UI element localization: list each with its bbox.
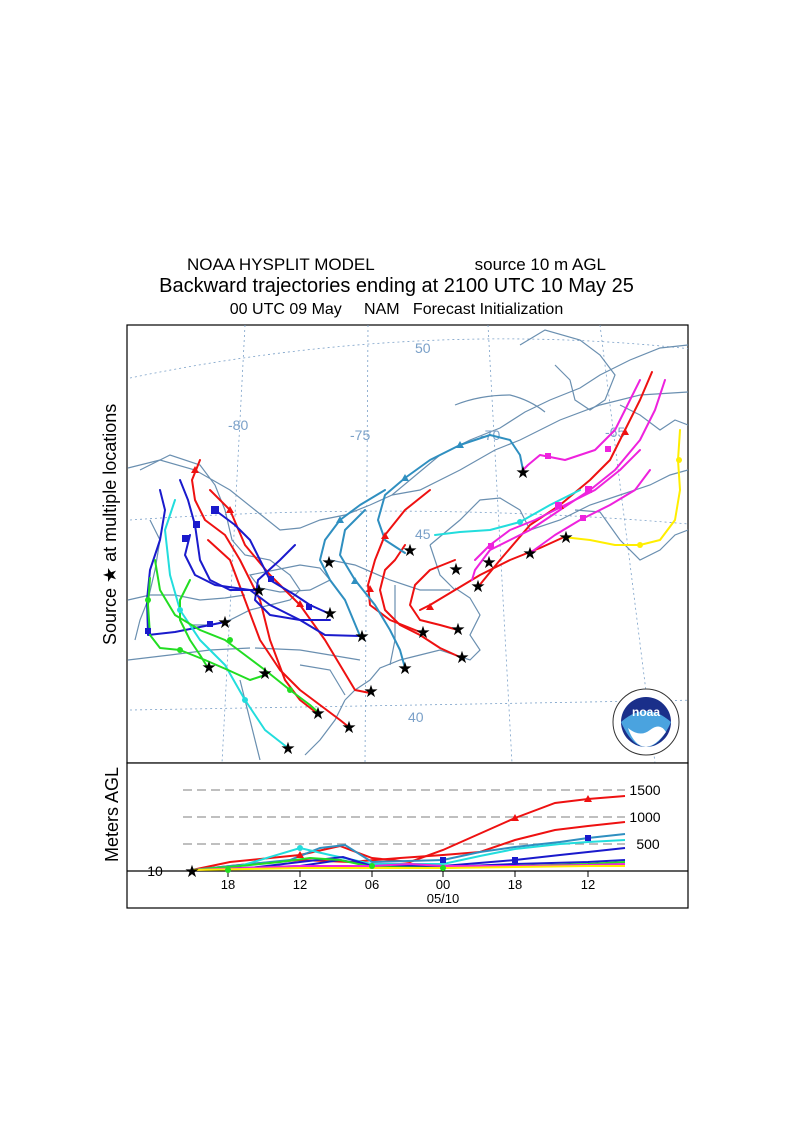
altitude-trace-cyan	[191, 839, 626, 871]
trajectory-subtitle: Backward trajectories ending at 2100 UTC…	[159, 275, 634, 297]
source-height: source 10 m AGL	[474, 255, 607, 274]
cyan-markers	[177, 519, 523, 703]
maine-border	[429, 497, 531, 546]
model-title: NOAA HYSPLIT MODEL source 10 m AGL	[0, 255, 793, 275]
source-star: ★	[481, 553, 496, 572]
hudson-bay-shore	[454, 394, 546, 413]
altitude-x-labels: 18 12 06 00 18 12 05/10	[221, 877, 595, 906]
y-tick-500: 500	[636, 836, 660, 852]
source-star: ★	[321, 553, 336, 572]
run-info: 00 UTC 09 May NAM Forecast Initializatio…	[229, 301, 564, 318]
blue-markers	[145, 506, 312, 634]
lake-michigan-shore	[134, 519, 161, 641]
trajectory-markers	[145, 428, 682, 703]
lat-line-50	[129, 338, 688, 379]
source-star: ★	[251, 581, 266, 600]
yellow-trajectory	[562, 429, 681, 546]
lon-label-75: -75	[350, 427, 370, 443]
lat-label-40: 40	[408, 709, 424, 725]
source-star: ★	[354, 627, 369, 646]
source-star: ★	[515, 463, 530, 482]
magenta-markers	[488, 446, 611, 549]
trajectories	[146, 371, 681, 749]
x-tick-label: 00	[436, 877, 450, 892]
map-area: 50 45 40 -80 -75 -70 -65	[127, 325, 688, 763]
teal-markers	[336, 441, 464, 584]
y-tick-10: 10	[147, 863, 163, 879]
nj-border	[299, 664, 346, 696]
magenta-trajectories	[471, 379, 666, 581]
source-star: ★	[341, 718, 356, 737]
source-star: ★	[280, 739, 295, 758]
lon-label-80: -80	[228, 417, 248, 433]
lon-line-70	[487, 325, 513, 763]
lon-line-80	[221, 325, 246, 763]
source-star: ★	[450, 620, 465, 639]
source-star: ★	[310, 704, 325, 723]
x-tick-label: 18	[508, 877, 522, 892]
source-star: ★	[397, 659, 412, 678]
altitude-source-star: ★	[184, 862, 199, 881]
x-tick-label: 12	[581, 877, 595, 892]
lat-line-45	[129, 510, 688, 525]
source-star: ★	[217, 613, 232, 632]
coastlines	[127, 329, 688, 761]
y-tick-1500: 1500	[629, 782, 660, 798]
lat-label-50: 50	[415, 340, 431, 356]
map-frame	[126, 324, 689, 764]
source-star: ★	[201, 658, 216, 677]
gaspe-coast	[519, 329, 616, 411]
nova-scotia	[574, 509, 688, 561]
x-tick-label: 06	[365, 877, 379, 892]
altitude-y-ticks: 1500 1000 500 10	[147, 782, 661, 879]
date-label: 05/10	[427, 891, 460, 906]
ny-border	[329, 559, 450, 591]
st-lawrence-shore	[127, 344, 688, 531]
source-star: ★	[257, 664, 272, 683]
red-trajectories	[191, 371, 653, 729]
y-tick-1000: 1000	[629, 809, 660, 825]
x-tick-label: 12	[293, 877, 307, 892]
source-star: ★	[454, 648, 469, 667]
altitude-frame	[126, 762, 689, 909]
north-shore	[391, 391, 688, 496]
x-tick-label: 18	[221, 877, 235, 892]
source-star: ★	[363, 682, 378, 701]
source-star: ★	[448, 560, 463, 579]
wv-border	[239, 679, 261, 761]
mid-atlantic-coast	[304, 699, 346, 756]
bay-of-fundy	[529, 469, 688, 531]
altitude-trace-yellow	[191, 865, 625, 871]
source-star: ★	[415, 623, 430, 642]
logo-text: noaa	[632, 705, 660, 719]
source-star: ★	[522, 544, 537, 563]
lake-huron-shore	[139, 454, 301, 626]
source-star: ★	[558, 528, 573, 547]
source-star: ★	[470, 577, 485, 596]
source-star: ★	[322, 604, 337, 623]
source-locations: ★ ★ ★ ★ ★ ★ ★ ★ ★ ★ ★ ★ ★ ★ ★ ★ ★ ★ ★ ★ …	[201, 463, 573, 758]
altitude-markers	[225, 795, 592, 873]
lat-label-45: 45	[415, 526, 431, 542]
lon-line-75	[364, 325, 369, 763]
yellow-markers	[637, 457, 682, 548]
source-star: ★	[402, 541, 417, 560]
noaa-logo: noaa	[612, 688, 680, 756]
teal-trajectories	[319, 434, 524, 669]
model-name: NOAA HYSPLIT MODEL	[186, 255, 375, 274]
ohio-border	[127, 647, 251, 661]
green-markers	[145, 597, 293, 693]
me-nh-border	[429, 544, 456, 591]
lake-erie-shore	[127, 594, 246, 601]
pa-border	[254, 647, 361, 661]
